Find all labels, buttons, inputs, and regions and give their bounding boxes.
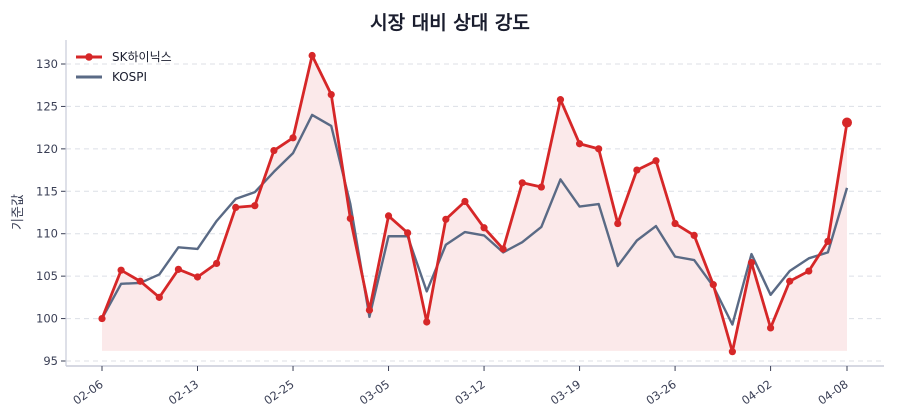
sk-hynix-fill-area [102,55,847,352]
x-tick-label: 04-02 [739,377,774,408]
sk-hynix-point-marker [117,266,125,274]
sk-hynix-point-marker [842,117,852,128]
sk-hynix-point-marker [614,219,622,228]
sk-hynix-point-marker [384,212,393,220]
x-tick-label: 03-12 [452,377,487,408]
x-tick-label: 02-25 [261,377,296,408]
sk-hynix-point-marker [289,134,297,142]
sk-hynix-point-marker [155,293,163,301]
sk-hynix-point-marker [805,267,813,275]
sk-hynix-point-marker [728,348,736,356]
legend-sk-hynix-marker-icon [85,53,93,61]
y-tick-label: 105 [36,269,58,283]
sk-hynix-point-marker [174,265,183,273]
sk-hynix-point-marker [766,324,775,332]
y-tick-label: 95 [43,354,58,368]
sk-hynix-point-marker [595,145,603,153]
sk-hynix-point-marker [480,224,488,232]
sk-hynix-point-marker [575,140,584,148]
sk-hynix-point-marker [518,179,526,187]
sk-hynix-point-marker [461,197,469,206]
y-tick-label: 110 [36,227,58,241]
legend-sk-hynix-label: SK하이닉스 [112,50,172,64]
y-axis-label: 기준값 [11,194,26,230]
y-tick-label: 130 [36,57,58,71]
series-lines [98,51,852,356]
sk-hynix-point-marker [442,215,450,223]
sk-hynix-point-marker [251,202,259,210]
sk-hynix-point-marker [346,214,354,223]
x-tick-label: 03-05 [357,377,392,408]
y-tick-label: 115 [36,184,58,198]
sk-hynix-point-marker [556,96,565,104]
sk-hynix-line [100,54,849,354]
sk-hynix-point-marker [193,273,202,281]
x-tick-label: 02-13 [166,377,201,408]
x-tick-label: 03-26 [643,377,678,408]
sk-hynix-point-marker [327,90,335,99]
sk-hynix-point-marker [652,157,660,165]
sk-hynix-point-marker [499,245,507,253]
sk-hynix-point-marker [690,231,698,240]
y-tick-label: 125 [36,99,58,113]
sk-hynix-point-marker [747,258,756,267]
sk-hynix-point-marker [232,203,240,212]
sk-hynix-point-marker [633,166,641,174]
x-tick-label: 04-08 [815,377,850,408]
sk-hynix-point-marker [824,237,832,245]
sk-hynix-point-marker [671,219,679,228]
x-tick-label: 02-06 [70,377,105,408]
chart-title: 시장 대비 상대 강도 [370,12,530,34]
sk-hynix-point-marker [423,318,431,326]
sk-hynix-point-marker [404,229,412,237]
sk-hynix-point-marker [308,51,316,60]
sk-hynix-point-marker [537,183,545,191]
x-tick-label: 03-19 [548,377,583,408]
legend-kospi-label: KOSPI [112,70,147,84]
sk-hynix-point-marker [136,277,144,285]
y-tick-label: 100 [36,312,58,326]
legend: SK하이닉스 KOSPI [76,50,172,84]
kospi-line [100,113,849,326]
sk-hynix-point-marker [786,277,794,285]
y-tick-label: 120 [36,142,58,156]
sk-hynix-point-marker [213,259,221,268]
sk-hynix-point-marker [365,306,374,314]
sk-hynix-point-marker [709,281,717,289]
sk-hynix-point-marker [270,146,278,155]
sk-hynix-point-marker [98,314,106,323]
